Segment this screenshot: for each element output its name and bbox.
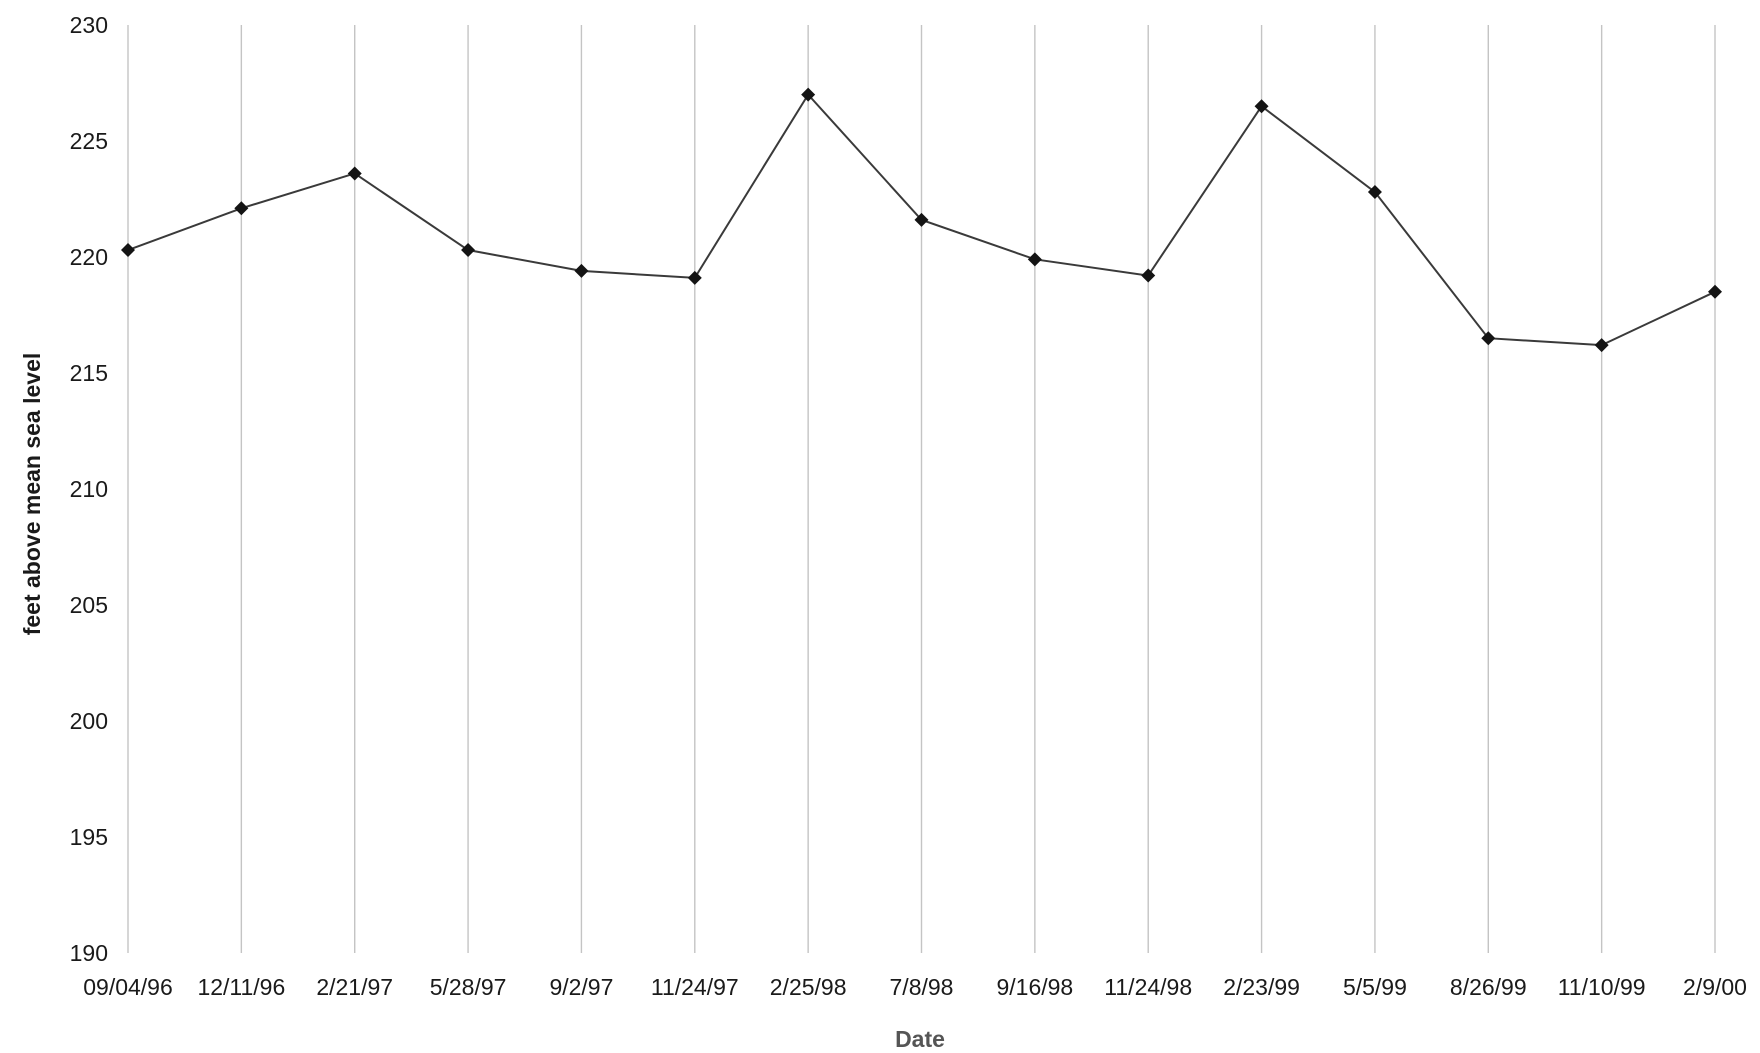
data-point-6 — [801, 87, 816, 102]
gridlines — [127, 25, 1716, 953]
data-point-1 — [234, 201, 249, 216]
data-point-14 — [1708, 284, 1722, 299]
data-point-2 — [347, 166, 362, 181]
y-tick-label-215: 215 — [70, 360, 108, 386]
x-tick-label-12: 8/26/99 — [1450, 974, 1527, 1000]
x-tick-label-3: 5/28/97 — [430, 974, 507, 1000]
data-point-11 — [1367, 185, 1382, 200]
data-point-10 — [1254, 99, 1269, 114]
y-axis-ticks: 190 195 200 205 210 215 220 225 230 — [70, 12, 108, 966]
y-tick-label-200: 200 — [70, 708, 108, 734]
series-layer — [121, 87, 1722, 353]
x-tick-label-7: 7/8/98 — [890, 974, 954, 1000]
data-point-3 — [461, 243, 476, 258]
x-tick-label-8: 9/16/98 — [996, 974, 1073, 1000]
x-tick-label-14: 2/9/00 — [1683, 974, 1747, 1000]
x-axis-ticks: 09/04/96 12/11/96 2/21/97 5/28/97 9/2/97 11/2… — [83, 974, 1747, 1000]
x-tick-label-5: 11/24/97 — [651, 974, 739, 1000]
y-tick-label-205: 205 — [70, 592, 108, 618]
x-tick-label-13: 11/10/99 — [1558, 974, 1646, 1000]
x-tick-label-10: 2/23/99 — [1223, 974, 1300, 1000]
y-tick-label-210: 210 — [70, 476, 108, 502]
data-point-4 — [574, 263, 589, 278]
data-point-5 — [687, 270, 702, 285]
y-tick-label-190: 190 — [70, 940, 108, 966]
data-point-0 — [121, 243, 135, 258]
data-point-9 — [1141, 268, 1156, 283]
x-tick-label-1: 12/11/96 — [197, 974, 285, 1000]
y-tick-label-230: 230 — [70, 12, 108, 38]
x-tick-label-6: 2/25/98 — [770, 974, 847, 1000]
x-tick-label-11: 5/5/99 — [1343, 974, 1407, 1000]
data-point-8 — [1027, 252, 1042, 267]
y-axis-title: feet above mean sea level — [19, 353, 45, 636]
x-tick-label-2: 2/21/97 — [316, 974, 393, 1000]
y-tick-label-225: 225 — [70, 128, 108, 154]
y-tick-label-195: 195 — [70, 824, 108, 850]
x-tick-label-4: 9/2/97 — [549, 974, 613, 1000]
data-point-12 — [1481, 331, 1496, 346]
x-tick-label-0: 09/04/96 — [83, 974, 173, 1000]
y-tick-label-220: 220 — [70, 244, 108, 270]
x-tick-label-9: 11/24/98 — [1104, 974, 1192, 1000]
x-axis-title: Date — [895, 1026, 945, 1052]
data-point-13 — [1594, 338, 1609, 353]
data-point-7 — [914, 212, 929, 227]
